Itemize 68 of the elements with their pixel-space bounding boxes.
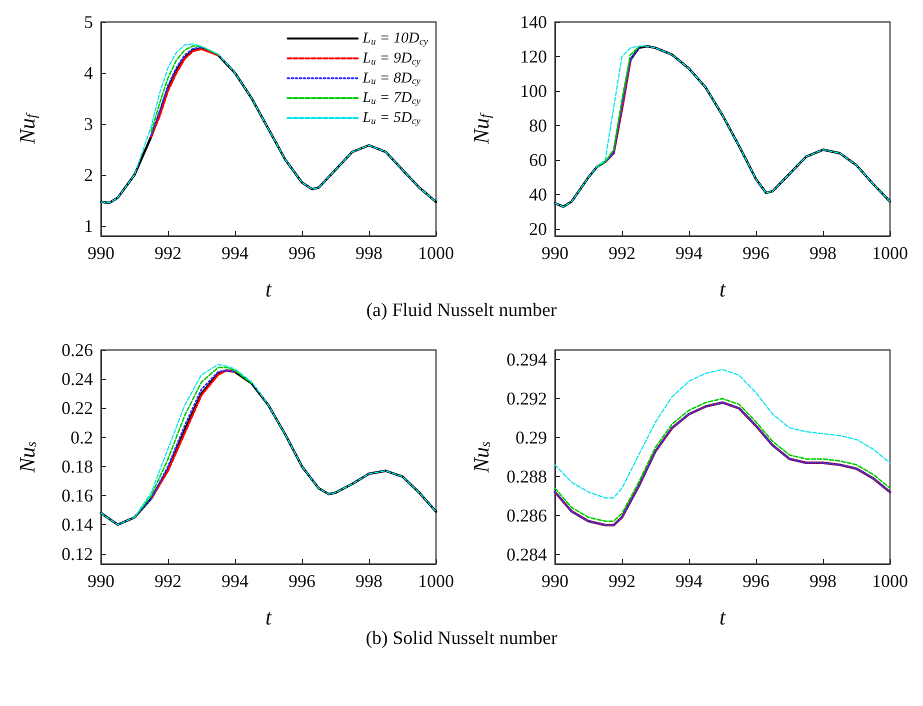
y-tick-label: 40: [528, 184, 547, 205]
y-tick-label: 0.24: [61, 369, 93, 390]
y-axis-title: Nus: [14, 440, 40, 474]
y-tick-label: 0.22: [61, 398, 93, 418]
x-tick-label: 992: [608, 243, 636, 263]
x-tick-label: 992: [608, 571, 636, 591]
text: (b) Solid Nusselt number: [364, 628, 558, 650]
x-tick-label: 990: [541, 243, 568, 263]
x-tick-label: 996: [742, 243, 770, 263]
x-axis-title: t: [265, 276, 272, 302]
line-series: [134, 369, 236, 518]
y-tick-label: 1: [84, 216, 93, 236]
y-tick-label: 0.26: [61, 340, 93, 360]
y-tick-label: 0.288: [506, 466, 547, 486]
y-tick-label: 120: [520, 46, 547, 67]
x-tick-label: 1000: [872, 243, 908, 263]
x-tick-label: 998: [355, 571, 382, 591]
y-tick-label: 0.18: [61, 456, 93, 476]
line-series: [150, 369, 236, 500]
y-tick-label: 0.294: [506, 350, 547, 370]
x-tick-label: 996: [288, 243, 316, 263]
y-axis-title: Nuf: [468, 112, 494, 145]
y-tick-label: 4: [84, 62, 93, 83]
x-tick-label: 1000: [418, 243, 454, 263]
x-axis-title: t: [265, 604, 272, 630]
x-tick-label: 990: [87, 571, 114, 591]
x-tick-label: 998: [809, 243, 836, 263]
x-tick-label: 992: [154, 243, 182, 263]
line-series: [596, 46, 640, 168]
x-axis-title: t: [719, 604, 726, 630]
x-tick-label: 994: [221, 243, 248, 263]
y-tick-label: 0.14: [61, 514, 93, 535]
x-tick-label: 990: [541, 571, 568, 591]
x-tick-label: 1000: [418, 571, 454, 591]
y-tick-label: 0.2: [70, 427, 93, 448]
y-tick-label: 60: [528, 150, 547, 170]
line-series: [554, 368, 891, 498]
y-tick-label: 3: [84, 114, 93, 134]
x-tick-label: 998: [809, 571, 836, 591]
y-tick-label: 0.284: [506, 544, 547, 564]
y-tick-label: 0.12: [61, 544, 93, 564]
y-tick-label: 5: [84, 12, 93, 32]
y-tick-label: 80: [528, 116, 547, 136]
y-tick-label: 0.286: [506, 505, 547, 526]
x-tick-label: 994: [675, 243, 702, 263]
x-tick-label: 994: [675, 571, 702, 591]
y-tick-label: 100: [520, 81, 547, 102]
text: (a) Fluid Nusselt number: [365, 300, 558, 322]
x-tick-label: 994: [221, 571, 248, 591]
x-tick-label: 996: [288, 571, 316, 591]
x-tick-label: 990: [87, 243, 114, 263]
line-series: [134, 366, 252, 518]
x-tick-label: 1000: [872, 571, 908, 591]
y-tick-label: 20: [528, 219, 547, 240]
y-tick-label: 2: [84, 164, 93, 185]
y-tick-label: 0.29: [515, 428, 547, 448]
y-tick-label: 0.292: [506, 388, 547, 409]
line-series: [150, 46, 202, 136]
x-tick-label: 992: [154, 571, 182, 591]
line-series: [604, 46, 640, 163]
x-axis-title: t: [719, 276, 726, 302]
y-axis-title: Nus: [468, 440, 494, 474]
y-tick-label: 140: [520, 12, 547, 32]
x-tick-label: 998: [355, 243, 382, 263]
y-axis-title: Nuf: [14, 112, 40, 145]
y-tick-label: 0.16: [61, 486, 93, 506]
line-series: [604, 60, 632, 163]
x-tick-label: 996: [742, 571, 770, 591]
